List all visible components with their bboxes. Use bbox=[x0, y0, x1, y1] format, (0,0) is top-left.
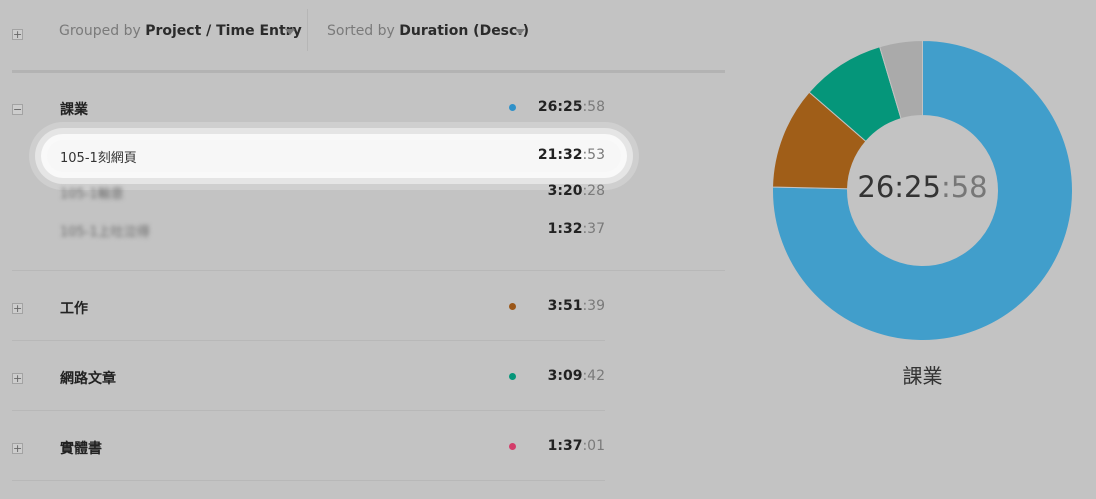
project-duration: 3:51:39 bbox=[547, 298, 605, 314]
duration-donut-chart[interactable] bbox=[772, 40, 1073, 341]
donut-selected-label: 課業 bbox=[902, 364, 943, 388]
row-divider bbox=[12, 340, 605, 341]
project-color-dot bbox=[509, 443, 516, 450]
expand-project-toggle[interactable]: + bbox=[12, 302, 23, 315]
group-by-caret-icon[interactable] bbox=[285, 29, 295, 35]
expand-all-toggle[interactable]: + bbox=[12, 28, 23, 41]
highlighted-entry-row[interactable] bbox=[47, 140, 621, 172]
collapse-project-toggle[interactable]: − bbox=[12, 103, 23, 116]
sort-by-value: Duration (Desc.) bbox=[399, 23, 530, 39]
time-entry-name[interactable]: 105-1刻網頁 bbox=[60, 151, 137, 166]
donut-center-total: 26:25:58 bbox=[857, 170, 988, 204]
project-duration: 1:37:01 bbox=[547, 438, 605, 454]
toolbar-divider bbox=[12, 70, 725, 73]
project-name[interactable]: 實體書 bbox=[60, 441, 102, 457]
sort-by-dropdown[interactable]: Sorted by Duration (Desc.) bbox=[327, 23, 529, 39]
time-entry-name[interactable]: 105-1上吐泣得 bbox=[60, 225, 150, 240]
project-duration: 26:25:58 bbox=[537, 99, 605, 115]
time-entry-name[interactable]: 105-1輸意 bbox=[60, 187, 124, 202]
project-name[interactable]: 課業 bbox=[60, 102, 88, 118]
toolbar-separator bbox=[307, 9, 308, 51]
time-entry-duration: 1:32:37 bbox=[547, 221, 605, 237]
project-color-dot bbox=[509, 303, 516, 310]
group-by-dropdown[interactable]: Grouped by Project / Time Entry bbox=[59, 23, 302, 39]
time-entry-duration: 21:32:53 bbox=[537, 147, 605, 163]
sort-by-prefix: Sorted by bbox=[327, 23, 395, 39]
row-divider bbox=[12, 480, 605, 481]
project-duration: 3:09:42 bbox=[547, 368, 605, 384]
project-name[interactable]: 工作 bbox=[60, 301, 88, 317]
row-divider bbox=[12, 270, 725, 271]
row-divider bbox=[12, 410, 605, 411]
project-name[interactable]: 網路文章 bbox=[60, 371, 116, 387]
group-by-value: Project / Time Entry bbox=[145, 23, 302, 39]
expand-project-toggle[interactable]: + bbox=[12, 372, 23, 385]
group-by-prefix: Grouped by bbox=[59, 23, 141, 39]
donut-hole bbox=[847, 115, 998, 266]
project-color-dot bbox=[509, 373, 516, 380]
sort-by-caret-icon[interactable] bbox=[515, 29, 525, 35]
project-color-dot bbox=[509, 104, 516, 111]
time-entry-duration: 3:20:28 bbox=[547, 183, 605, 199]
expand-project-toggle[interactable]: + bbox=[12, 442, 23, 455]
